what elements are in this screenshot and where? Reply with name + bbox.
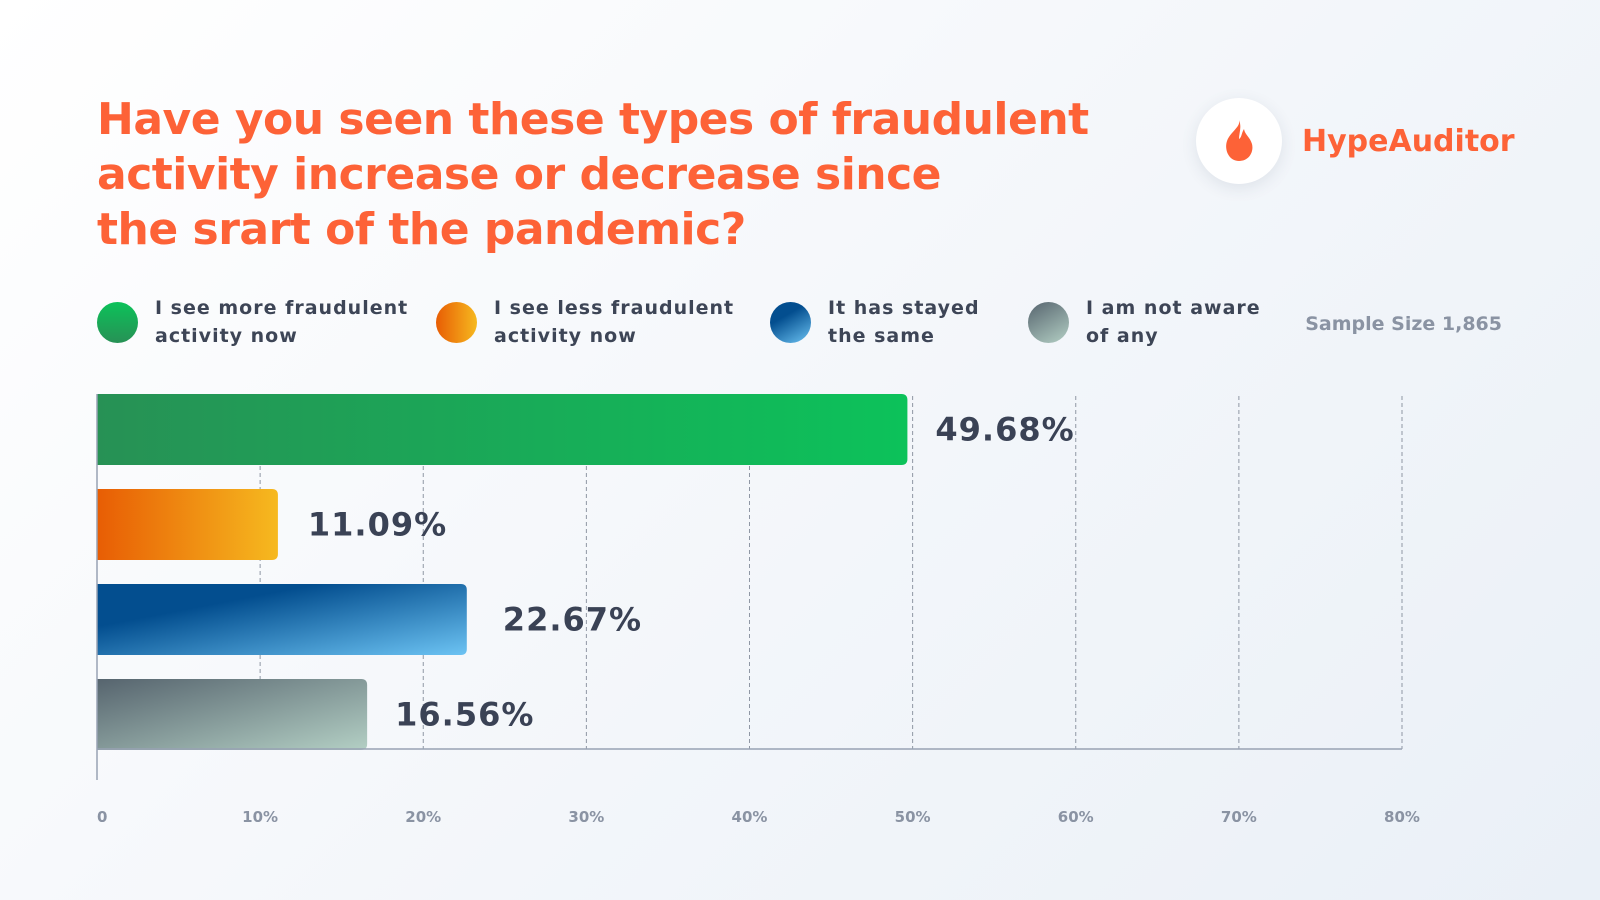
legend-swatch: [770, 301, 811, 343]
legend-swatch: [97, 301, 138, 343]
legend-label-line: I see more fraudulent: [155, 297, 409, 319]
bar: [97, 679, 368, 750]
legend-label-line: I am not aware: [1086, 297, 1261, 319]
brand-name: HypeAuditor: [1302, 123, 1515, 159]
x-axis: 0 10% 20% 30% 40% 50% 60% 70% 80%: [96, 394, 1420, 826]
chart-title: Have you seen these types of fraudulent …: [97, 92, 1097, 257]
sample-size: Sample Size 1,865: [1305, 313, 1502, 335]
legend-item: It has stayed the same: [770, 294, 980, 350]
title-line: Have you seen these types of fraudulent: [97, 94, 1089, 145]
x-tick-label: 0: [97, 808, 107, 826]
chart-legend: I see more fraudulent activity now I see…: [0, 294, 1600, 354]
brand-logo: HypeAuditor: [1196, 98, 1515, 184]
bar-value-label: 16.56%: [395, 696, 534, 734]
bar: [97, 584, 467, 655]
bar-value-label: 11.09%: [308, 506, 447, 544]
bars: [97, 394, 908, 750]
x-tick-label: 70%: [1221, 808, 1257, 826]
legend-swatch: [1028, 301, 1069, 343]
legend-label: It has stayed the same: [828, 294, 980, 350]
legend-label-line: activity now: [155, 325, 298, 347]
x-tick-label: 20%: [405, 808, 441, 826]
legend-label-line: It has stayed: [828, 297, 980, 319]
legend-label: I see less fraudulent activity now: [494, 294, 734, 350]
logo-badge: [1196, 98, 1282, 184]
legend-item: I am not aware of any: [1028, 294, 1261, 350]
bar: [97, 394, 908, 465]
legend-label: I see more fraudulent activity now: [155, 294, 408, 350]
legend-label-line: of any: [1086, 325, 1159, 347]
x-tick-label: 60%: [1058, 808, 1094, 826]
legend-item: I see more fraudulent activity now: [97, 294, 408, 350]
legend-item: I see less fraudulent activity now: [436, 294, 734, 350]
value-labels: 49.68% 11.09% 22.67% 16.56%: [308, 411, 1074, 734]
bar-value-label: 49.68%: [935, 411, 1074, 449]
title-line: the srart of the pandemic?: [97, 204, 746, 255]
x-tick-label: 50%: [895, 808, 931, 826]
bar: [97, 489, 278, 560]
legend-label-line: I see less fraudulent: [494, 297, 735, 319]
legend-label: I am not aware of any: [1086, 294, 1261, 350]
x-tick-label: 80%: [1384, 808, 1420, 826]
legend-label-line: the same: [828, 325, 935, 347]
title-line: activity increase or decrease since: [97, 149, 942, 200]
x-tick-label: 10%: [242, 808, 278, 826]
x-tick-label: 30%: [568, 808, 604, 826]
x-tick-label: 40%: [732, 808, 768, 826]
legend-swatch: [436, 301, 477, 343]
legend-label-line: activity now: [494, 325, 637, 347]
bar-value-label: 22.67%: [503, 601, 642, 639]
flame-icon: [1226, 120, 1253, 161]
